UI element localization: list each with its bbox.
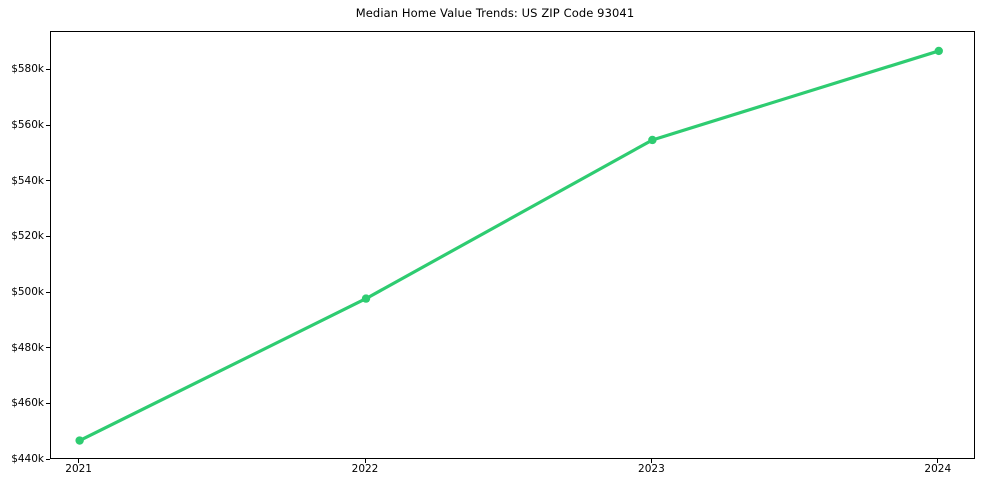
- x-axis-tick-mark: [650, 459, 652, 463]
- y-axis-tick-label: $480k: [11, 341, 44, 354]
- y-axis-tick-mark: [46, 68, 50, 70]
- x-axis-tick-label: 2021: [65, 463, 92, 475]
- x-axis-tick-label: 2022: [351, 463, 379, 475]
- line-series-svg: [75, 46, 943, 445]
- y-axis-tick-label: $440k: [11, 452, 44, 465]
- x-axis-tick-mark: [937, 459, 939, 463]
- y-axis-tick-mark: [46, 291, 50, 293]
- data-point-marker: [361, 294, 371, 303]
- data-point-marker: [648, 135, 657, 145]
- x-axis-tick-mark: [364, 459, 366, 463]
- y-axis-tick-label: $520k: [11, 230, 44, 243]
- y-axis-tick-mark: [46, 402, 50, 404]
- y-axis-tick-mark: [46, 347, 50, 349]
- y-axis-tick-label: $500k: [11, 285, 44, 298]
- y-axis-tick-mark: [46, 458, 50, 460]
- y-axis-tick-label: $560k: [11, 118, 44, 131]
- x-axis-tick-mark: [78, 459, 80, 463]
- y-axis-tick-label: $460k: [11, 397, 44, 410]
- plot-area: [50, 31, 975, 459]
- x-axis-tick-label: 2023: [638, 463, 665, 475]
- data-point-marker: [75, 436, 84, 445]
- y-axis-tick-label: $540k: [11, 174, 44, 187]
- y-axis-tick-mark: [46, 180, 50, 182]
- x-axis-tick-label: 2024: [924, 463, 952, 475]
- y-axis-tick-label: $580k: [11, 63, 44, 76]
- chart-title: Median Home Value Trends: US ZIP Code 93…: [355, 6, 635, 20]
- series-markers: [75, 46, 943, 445]
- series-line-median-home-value: [78, 49, 941, 443]
- y-axis-tick-mark: [46, 235, 50, 237]
- y-axis-tick-mark: [46, 124, 50, 126]
- y-axis-tick-labels: $440k $460k $480k $500k $520k $540k $560k $580k: [0, 0, 44, 490]
- data-point-marker: [934, 46, 943, 56]
